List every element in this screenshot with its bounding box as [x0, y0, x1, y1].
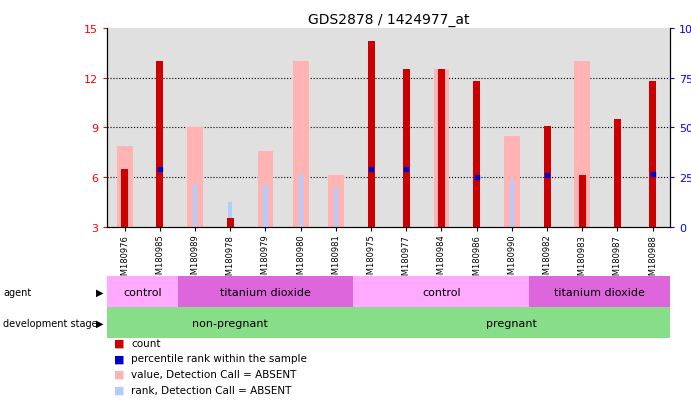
Bar — [187, 128, 203, 227]
Bar — [328, 176, 344, 227]
Bar — [404, 174, 408, 227]
Bar — [258, 151, 274, 227]
Bar — [227, 219, 234, 227]
Text: ■: ■ — [114, 385, 124, 395]
Bar — [544, 126, 551, 227]
Bar — [334, 188, 338, 227]
Bar — [616, 178, 620, 227]
Text: control: control — [422, 287, 461, 297]
Text: pregnant: pregnant — [486, 318, 538, 328]
Bar — [504, 136, 520, 227]
Text: percentile rank within the sample: percentile rank within the sample — [131, 354, 307, 363]
Bar — [475, 178, 479, 227]
Bar — [574, 62, 590, 227]
Bar — [193, 184, 197, 227]
Bar — [614, 120, 621, 227]
Bar — [299, 174, 303, 227]
Title: GDS2878 / 1424977_at: GDS2878 / 1424977_at — [308, 12, 469, 26]
Text: titanium dioxide: titanium dioxide — [554, 287, 645, 297]
Bar — [579, 176, 586, 227]
Bar — [403, 70, 410, 227]
Text: ■: ■ — [114, 369, 124, 379]
Bar — [649, 82, 656, 227]
Bar — [156, 62, 163, 227]
Bar — [580, 178, 585, 227]
Text: non-pregnant: non-pregnant — [192, 318, 268, 328]
Text: agent: agent — [3, 287, 32, 297]
Bar — [121, 169, 129, 227]
Bar — [228, 202, 232, 227]
Bar — [438, 70, 445, 227]
Text: ■: ■ — [114, 354, 124, 363]
Text: value, Detection Call = ABSENT: value, Detection Call = ABSENT — [131, 369, 296, 379]
Bar — [368, 42, 375, 227]
Text: rank, Detection Call = ABSENT: rank, Detection Call = ABSENT — [131, 385, 292, 395]
Bar — [433, 70, 449, 227]
Text: ▶: ▶ — [96, 287, 104, 297]
Bar — [473, 82, 480, 227]
Bar — [263, 186, 267, 227]
Text: titanium dioxide: titanium dioxide — [220, 287, 311, 297]
Bar — [510, 181, 514, 227]
Text: control: control — [123, 287, 162, 297]
Text: ■: ■ — [114, 338, 124, 348]
Text: development stage: development stage — [3, 318, 98, 328]
Bar — [117, 146, 133, 227]
Bar — [439, 176, 444, 227]
Bar — [122, 191, 127, 227]
Text: ▶: ▶ — [96, 318, 104, 328]
Bar — [293, 62, 309, 227]
Text: count: count — [131, 338, 161, 348]
